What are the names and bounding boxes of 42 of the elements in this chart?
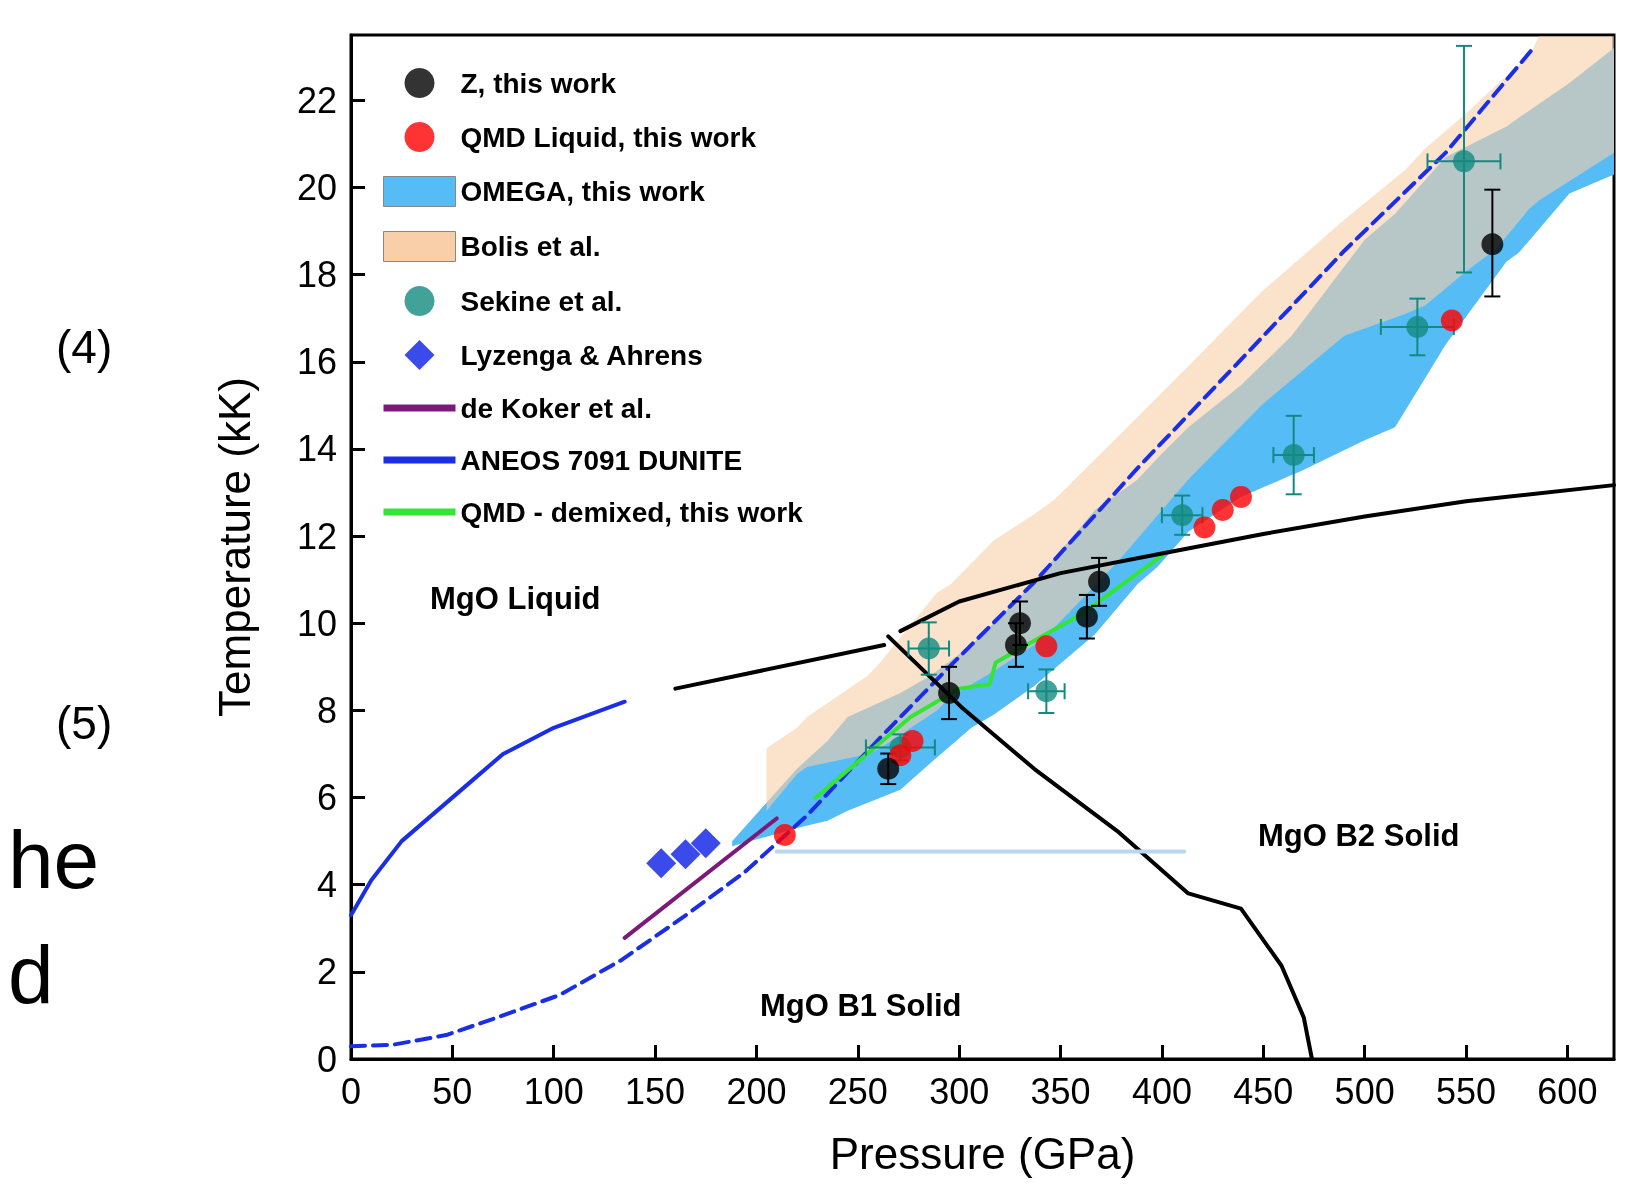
y-tick-label: 6 (316, 777, 337, 819)
legend-label: QMD Liquid, this work (460, 121, 757, 153)
x-tick-label: 200 (726, 1070, 787, 1112)
y-tick-label: 22 (296, 79, 337, 121)
y-tick-label: 0 (316, 1038, 337, 1080)
x-tick-label: 300 (929, 1070, 990, 1112)
x-tick-label: 500 (1334, 1070, 1395, 1112)
legend-label: Z, this work (460, 67, 617, 99)
annotation: MgO B1 Solid (760, 988, 962, 1023)
y-tick-label: 12 (296, 515, 337, 557)
x-tick-label: 450 (1233, 1070, 1294, 1112)
legend-label: OMEGA, this work (460, 176, 706, 207)
x-tick-label: 350 (1030, 1070, 1091, 1112)
x-tick-label: 150 (625, 1070, 686, 1112)
y-tick-label: 8 (316, 689, 337, 731)
legend-label: ANEOS 7091 DUNITE (460, 444, 743, 476)
y-tick-label: 20 (296, 167, 337, 209)
x-tick-label: 400 (1131, 1070, 1192, 1112)
x-tick-label: 100 (523, 1070, 584, 1112)
x-tick-label: 550 (1435, 1070, 1497, 1112)
x-axis-title: Pressure (GPa) (829, 1128, 1136, 1178)
y-tick-label: 14 (296, 428, 337, 470)
legend-label: QMD - demixed, this work (460, 496, 804, 528)
y-tick-label: 4 (316, 864, 337, 906)
text: he (8, 813, 100, 905)
y-tick-label: 18 (296, 254, 337, 296)
x-tick-label: 600 (1537, 1070, 1598, 1112)
legend-label: Lyzenga & Ahrens (460, 339, 703, 371)
y-tick-label: 10 (296, 602, 337, 644)
legend-label: Sekine et al. (460, 285, 623, 317)
text: (5) (56, 697, 113, 749)
text: (4) (56, 321, 113, 373)
annotation: MgO Liquid (430, 581, 601, 616)
legend-label: Bolis et al. (460, 231, 601, 262)
y-axis-title: Temperature (kK) (209, 377, 259, 717)
y-tick-label: 2 (316, 951, 337, 993)
x-tick-label: 50 (432, 1070, 473, 1112)
annotation: MgO B2 Solid (1258, 818, 1460, 853)
text: d (8, 928, 54, 1020)
y-tick-label: 16 (296, 341, 337, 383)
legend-label: de Koker et al. (460, 392, 652, 424)
x-tick-label: 250 (827, 1070, 888, 1112)
